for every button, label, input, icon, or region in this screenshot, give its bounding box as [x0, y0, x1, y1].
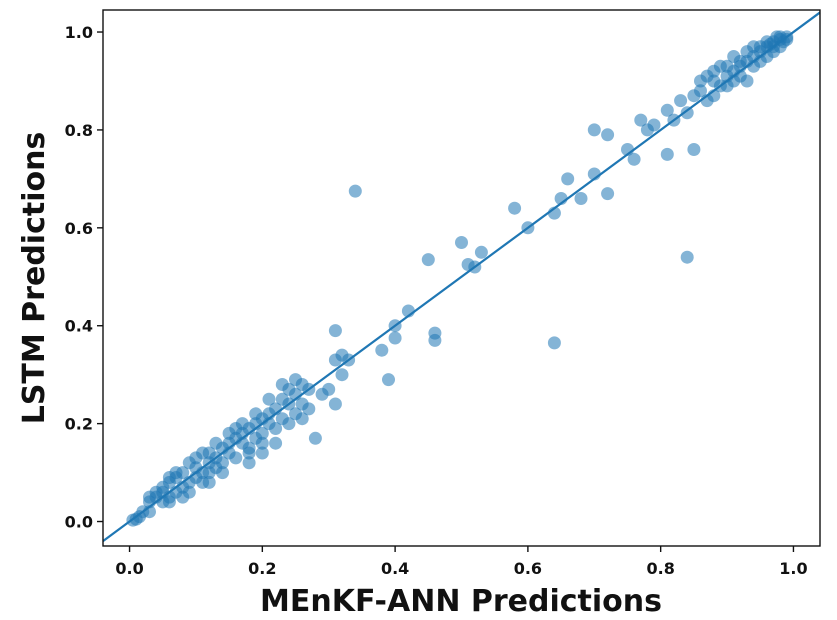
scatter-point [289, 373, 302, 387]
scatter-point [255, 426, 269, 440]
plot-frame [102, 9, 821, 547]
scatter-point [455, 236, 468, 249]
y-tick-label: 0.6 [65, 219, 93, 238]
scatter-point [269, 422, 283, 435]
scatter-point [176, 490, 190, 504]
x-tick-label: 0.8 [646, 559, 674, 578]
scatter-point [216, 466, 229, 480]
scatter-point [242, 456, 256, 470]
scatter-point [680, 250, 694, 264]
scatter-point [269, 436, 283, 450]
scatter-point [640, 123, 654, 137]
scatter-point [687, 143, 701, 156]
scatter-point [674, 94, 688, 108]
scatter-point [182, 456, 196, 470]
y-axis-ticks: 0.0 0.2 0.4 0.6 0.8 1.0 [65, 23, 103, 532]
scatter-point [143, 490, 156, 504]
y-tick-label: 1.0 [65, 23, 93, 42]
scatter-point [547, 336, 561, 350]
scatter-point [587, 123, 601, 137]
scatter-point [634, 113, 648, 127]
scatter-point [216, 456, 229, 470]
y-tick-label: 0.2 [65, 415, 93, 434]
x-axis-title: MEnKF-ANN Predictions [260, 584, 662, 619]
scatter-point [255, 446, 269, 460]
y-tick-label: 0.8 [65, 121, 93, 140]
scatter-point [222, 426, 236, 440]
scatter-point [428, 326, 442, 340]
scatter-point [348, 184, 362, 198]
scatter-point [421, 253, 435, 267]
scatter-point [375, 343, 389, 357]
x-tick-label: 0.6 [514, 559, 542, 578]
scatter-point [601, 128, 615, 142]
scatter-point [660, 103, 674, 117]
scatter-point [295, 412, 309, 426]
scatter-point [508, 201, 522, 215]
scatter-point [242, 446, 256, 460]
scatter-point [601, 187, 615, 201]
scatter-point [229, 451, 243, 465]
scatter-point [255, 436, 269, 450]
scatter-point [335, 368, 349, 382]
reference-line [102, 11, 821, 542]
scatter-point [382, 373, 395, 387]
scatter-point [302, 402, 316, 416]
x-axis-ticks: 0.0 0.2 0.4 0.6 0.8 1.0 [115, 546, 808, 578]
scatter-point [235, 417, 249, 431]
scatter-point [700, 69, 714, 83]
scatter-point [328, 397, 342, 411]
scatter-point [162, 471, 176, 484]
x-tick-label: 0.2 [248, 559, 276, 578]
scatter-point [680, 106, 694, 120]
scatter-point [388, 331, 402, 345]
x-tick-label: 0.4 [381, 559, 409, 578]
y-tick-label: 0.4 [65, 317, 93, 336]
scatter-point [275, 378, 289, 391]
scatter-point [282, 417, 296, 431]
scatter-point [627, 152, 641, 166]
scatter-point [753, 40, 767, 54]
scatter-point [322, 382, 336, 396]
scatter-point [660, 147, 674, 161]
scatter-point [202, 475, 216, 489]
scatter-point [202, 446, 216, 460]
scatter-point [713, 59, 727, 73]
scatter-point [694, 84, 707, 98]
scatter-point [328, 324, 342, 338]
y-axis-title: LSTM Predictions [17, 132, 52, 425]
scatter-point [262, 392, 276, 406]
x-tick-label: 0.0 [115, 559, 143, 578]
scatter-point [574, 192, 588, 205]
scatter-point [209, 436, 223, 450]
scatter-point [780, 32, 794, 46]
scatter-point [474, 245, 488, 259]
scatter-point [308, 431, 322, 445]
scatter-point [561, 172, 575, 186]
scatter-points [126, 30, 794, 527]
x-tick-label: 1.0 [779, 559, 807, 578]
scatter-point [249, 407, 263, 421]
y-tick-label: 0.0 [65, 513, 93, 532]
